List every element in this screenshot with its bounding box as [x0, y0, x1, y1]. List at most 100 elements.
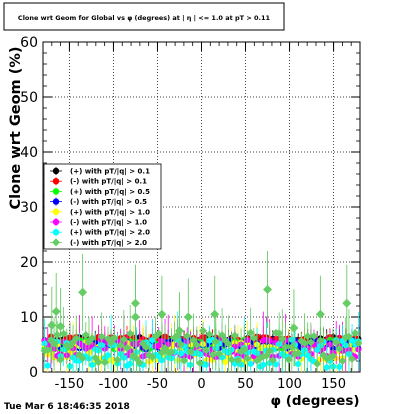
data-point — [246, 328, 255, 337]
data-point — [44, 362, 51, 369]
data-point — [88, 334, 97, 343]
data-point — [272, 361, 279, 368]
data-point — [127, 360, 134, 367]
data-point — [97, 332, 106, 341]
chart-title: Clone wrt Geom for Global vs φ (degrees)… — [18, 14, 271, 23]
data-point — [281, 342, 290, 351]
legend-label: (+) with pT/|q| > 1.0 — [70, 208, 150, 217]
highlight-point — [56, 321, 66, 331]
legend-marker — [52, 178, 60, 185]
legend-label: (-) with pT/|q| > 2.0 — [70, 239, 147, 248]
data-point — [335, 344, 344, 353]
data-point — [100, 358, 109, 367]
data-point — [329, 352, 338, 361]
data-point — [104, 352, 111, 359]
legend-marker — [52, 229, 60, 236]
data-point — [310, 332, 319, 341]
highlight-point — [289, 323, 299, 333]
data-point — [278, 334, 287, 343]
data-point — [72, 334, 81, 343]
data-point — [306, 338, 315, 347]
data-point — [303, 332, 312, 341]
data-point — [260, 361, 267, 368]
x-tick-label: 50 — [237, 377, 254, 392]
data-point — [300, 339, 309, 348]
data-point — [336, 363, 343, 370]
data-point — [81, 331, 90, 340]
data-point — [249, 334, 258, 343]
data-point — [240, 345, 249, 354]
y-tick-label: 40 — [20, 145, 38, 161]
legend-label: (+) with pT/|q| > 2.0 — [70, 229, 150, 238]
data-point — [167, 347, 176, 356]
data-point — [202, 346, 211, 355]
data-point — [43, 346, 52, 355]
highlight-points — [47, 251, 352, 370]
data-point — [268, 356, 277, 365]
highlight-point — [78, 287, 88, 297]
data-point — [135, 358, 144, 367]
data-point — [243, 354, 252, 363]
data-point — [338, 357, 347, 365]
data-point — [195, 359, 204, 368]
data-point — [224, 339, 233, 348]
highlight-point — [210, 309, 220, 319]
data-point — [294, 349, 303, 358]
series-7 — [40, 304, 363, 372]
data-point — [284, 355, 293, 364]
y-tick-label: 30 — [20, 200, 38, 216]
x-tick-label: -50 — [147, 377, 168, 392]
data-point — [154, 329, 163, 338]
data-point — [176, 340, 185, 349]
data-point — [211, 337, 220, 346]
timestamp: Tue Mar 6 18:46:35 2018 — [4, 402, 130, 412]
data-point — [113, 355, 122, 364]
data-point — [247, 360, 254, 367]
highlight-point — [130, 312, 140, 322]
data-point — [323, 364, 330, 371]
data-point — [180, 356, 189, 365]
y-tick-label: 10 — [20, 310, 38, 326]
highlight-point — [157, 309, 167, 319]
data-point — [332, 338, 341, 347]
y-tick-label: 20 — [20, 255, 38, 271]
legend: (+) with pT/|q| > 0.1(-) with pT/|q| > 0… — [43, 163, 162, 250]
data-point — [265, 347, 274, 356]
data-point — [94, 358, 103, 367]
data-layer — [40, 251, 363, 372]
data-point — [116, 341, 125, 350]
data-point — [53, 330, 62, 339]
y-axis-label: Clone wrt Geom (%) — [8, 47, 24, 210]
highlight-point — [263, 285, 273, 294]
data-point — [295, 361, 302, 368]
x-tick-label: 100 — [277, 377, 302, 392]
legend-label: (-) with pT/|q| > 0.1 — [70, 178, 147, 187]
highlight-point — [342, 298, 352, 308]
legend-marker — [52, 238, 60, 247]
data-point — [205, 330, 214, 339]
highlight-point — [51, 307, 61, 316]
legend-label: (+) with pT/|q| > 0.1 — [70, 168, 150, 177]
data-point — [183, 332, 192, 341]
legend-marker — [52, 167, 60, 175]
x-tick-label: 150 — [321, 377, 346, 392]
data-point — [222, 358, 229, 365]
data-point — [208, 350, 217, 359]
data-point — [233, 356, 242, 365]
data-point — [78, 354, 87, 363]
data-point — [155, 342, 162, 349]
data-point — [177, 350, 184, 357]
highlight-point — [183, 312, 193, 322]
data-point — [110, 333, 119, 342]
data-point — [59, 329, 68, 338]
data-point — [123, 343, 132, 352]
data-point — [314, 347, 321, 354]
y-tick-label: 60 — [20, 35, 38, 51]
data-point — [275, 329, 284, 338]
data-point — [89, 361, 96, 368]
legend-marker — [52, 208, 60, 215]
legend-label: (-) with pT/|q| > 1.0 — [70, 219, 147, 228]
legend-marker — [52, 188, 60, 195]
